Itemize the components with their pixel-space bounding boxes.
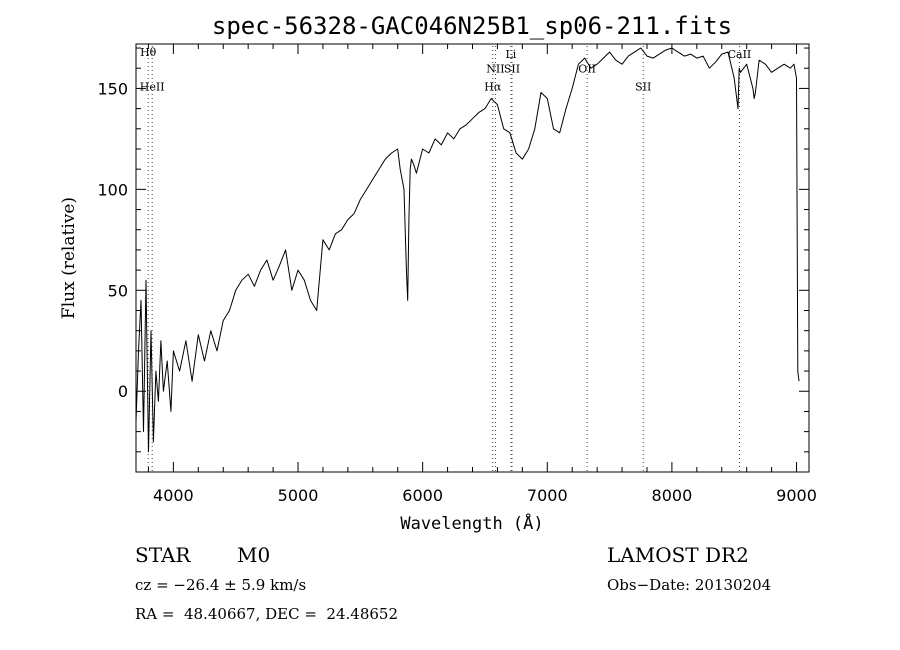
x-tick-label: 4000 <box>153 486 194 505</box>
x-tick-label: 9000 <box>776 486 817 505</box>
x-tick-label: 5000 <box>278 486 319 505</box>
y-axis-label: Flux (relative) <box>59 197 79 319</box>
spectral-line-label: NII <box>486 62 504 75</box>
spectrum-series <box>135 47 800 453</box>
x-tick-label: 6000 <box>402 486 443 505</box>
plot-frame <box>135 43 810 473</box>
spectral-line-label: Hα <box>484 80 502 93</box>
spectral-line-label: OII <box>578 62 596 75</box>
spectral-line-label: SII <box>635 80 651 93</box>
y-tick-label: 0 <box>118 382 128 401</box>
axes: 4000 5000 6000 7000 8000 9000 0 50 100 150 <box>97 43 817 505</box>
x-tick-label: 8000 <box>652 486 693 505</box>
spectral-line-label: SII <box>504 62 520 75</box>
spectral-line-label: CaII <box>728 48 752 61</box>
sky-coordinates: RA = 48.40667, DEC = 24.48652 <box>135 605 399 623</box>
redshift-velocity: cz = −26.4 ± 5.9 km/s <box>135 576 307 594</box>
y-tick-label: 100 <box>97 180 128 199</box>
spectral-subclass: M0 <box>237 543 271 567</box>
observation-date: Obs−Date: 20130204 <box>607 576 772 594</box>
chart-title: spec-56328-GAC046N25B1_sp06-211.fits <box>212 12 732 40</box>
survey-release: LAMOST DR2 <box>607 543 749 567</box>
spectral-line-label: Li <box>505 48 516 61</box>
x-tick-label: 7000 <box>527 486 568 505</box>
y-tick-label: 150 <box>97 79 128 98</box>
spectrum-line-0 <box>135 47 800 453</box>
x-axis-label: Wavelength (Å) <box>400 512 543 534</box>
spectral-line-label: Hθ <box>140 46 157 59</box>
y-tick-label: 50 <box>108 281 128 300</box>
spectral-line-label: HeII <box>140 80 165 93</box>
object-type: STAR <box>135 543 191 567</box>
